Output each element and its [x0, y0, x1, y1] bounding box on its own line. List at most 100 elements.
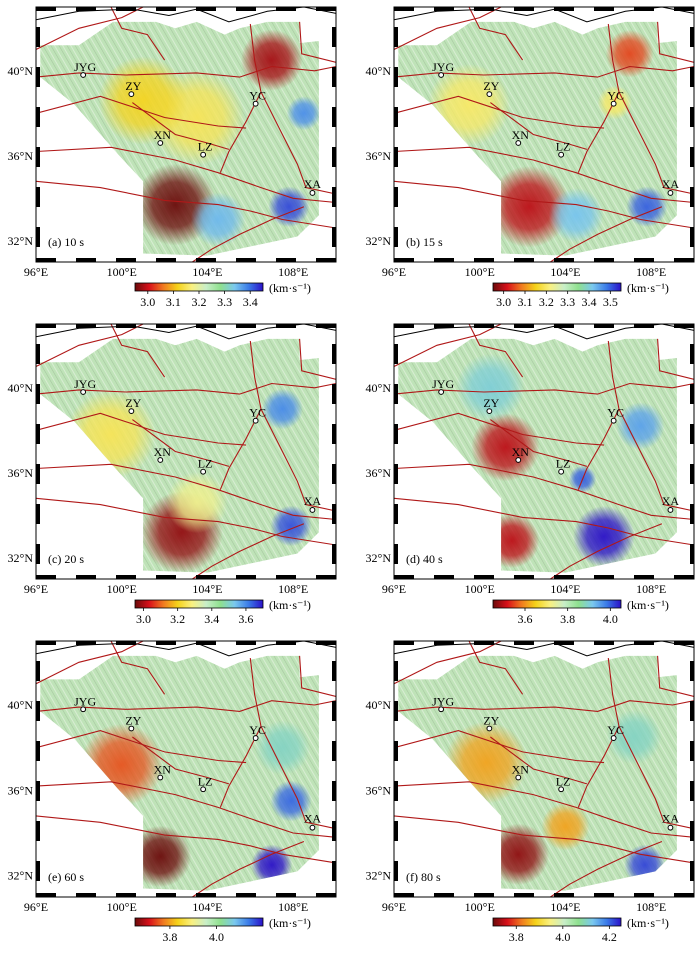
city-marker	[128, 408, 135, 415]
longitude-tick-label: 104°E	[192, 265, 222, 279]
city-marker	[486, 725, 493, 732]
city-marker	[309, 507, 316, 513]
color-scale-bar	[492, 917, 622, 927]
color-scale-unit: (km·s⁻¹)	[627, 916, 669, 930]
latitude-tick-label: 40°N	[366, 698, 392, 712]
city-marker	[515, 457, 522, 463]
city-label: LZ	[556, 140, 571, 154]
fault-line	[618, 408, 694, 512]
city-label: JYG	[74, 694, 96, 708]
longitude-tick-label: 96°E	[382, 265, 406, 279]
city-marker	[438, 706, 445, 713]
map-panel: 96°E 100°E 104°E 108°E 32°N 36°N 40°N JYG ZY XN LZ…	[366, 323, 695, 596]
map-panel: 96°E 100°E 104°E 108°E 32°N 36°N 40°N JYG ZY XN LZ…	[8, 640, 337, 914]
color-scale: 3.0 3.1 3.2 3.3 3.4 3.5 (km·s⁻¹)	[492, 281, 669, 309]
city-label: YC	[607, 723, 624, 737]
city-marker	[128, 725, 135, 732]
city-label: ZY	[125, 79, 141, 93]
color-scale-tick-label: 4.0	[209, 930, 224, 944]
velocity-anomaly	[66, 390, 156, 479]
latitude-tick-label: 40°N	[8, 698, 34, 712]
longitude-tick-label: 108°E	[278, 582, 308, 596]
fault-line	[618, 726, 694, 830]
longitude-tick-label: 108°E	[278, 900, 308, 914]
color-scale-tick-label: 3.4	[243, 295, 258, 309]
fault-line	[36, 815, 336, 864]
longitude-tick-label: 100°E	[107, 582, 137, 596]
color-scale-unit: (km·s⁻¹)	[627, 598, 669, 612]
fault-line	[577, 658, 620, 808]
fault-line	[394, 65, 694, 78]
latitude-tick-label: 36°N	[8, 149, 34, 163]
city-label: JYG	[432, 377, 454, 391]
city-marker	[558, 151, 565, 158]
city-marker	[252, 100, 259, 107]
fault-line	[550, 523, 663, 579]
city-marker	[157, 457, 164, 463]
fault-line	[394, 146, 694, 204]
city-label: XN	[512, 445, 530, 459]
panel-label: (b) 15 s	[406, 235, 443, 249]
color-scale-bar	[492, 599, 622, 609]
city-marker	[200, 151, 207, 158]
fault-line	[657, 655, 694, 698]
longitude-tick-label: 104°E	[550, 900, 580, 914]
city-marker	[252, 735, 259, 741]
city-marker	[80, 706, 87, 713]
longitude-tick-label: 100°E	[107, 900, 137, 914]
city-label: XA	[662, 177, 680, 191]
latitude-tick-label: 32°N	[366, 869, 392, 883]
fault-line	[657, 21, 694, 63]
latitude-tick-label: 40°N	[8, 64, 34, 78]
city-label: XA	[662, 494, 680, 508]
velocity-anomaly	[548, 188, 604, 243]
city-label: XN	[512, 763, 530, 777]
fault-line	[468, 324, 524, 378]
longitude-tick-label: 96°E	[24, 900, 48, 914]
latitude-tick-label: 32°N	[366, 551, 392, 565]
panel-label: (a) 10 s	[48, 235, 84, 249]
fault-line	[550, 840, 663, 897]
fault-line	[36, 730, 247, 764]
fault-line	[394, 641, 502, 685]
map-panel: 96°E 100°E 104°E 108°E 32°N 36°N 40°N JYG ZY XN LZ…	[366, 640, 695, 914]
color-scale: 3.0 3.1 3.2 3.3 3.4 (km·s⁻¹)	[134, 281, 311, 309]
panel-label: (d) 40 s	[406, 552, 443, 566]
latitude-tick-label: 32°N	[366, 234, 392, 248]
fault-line	[657, 338, 694, 380]
fault-line	[192, 206, 305, 262]
fault-line	[36, 781, 336, 838]
panel-label: (c) 20 s	[48, 552, 84, 566]
velocity-anomaly	[165, 471, 228, 534]
latitude-tick-label: 36°N	[366, 149, 392, 163]
velocity-anomaly	[270, 780, 312, 822]
city-label: LZ	[556, 457, 571, 471]
fault-line	[132, 102, 230, 150]
color-scale-tick-label: 3.6	[518, 612, 533, 626]
color-scale: 3.8 4.0 (km·s⁻¹)	[134, 916, 311, 944]
velocity-anomaly	[471, 413, 540, 482]
color-scale-tick-label: 4.0	[603, 612, 618, 626]
fault-line	[36, 497, 336, 546]
map-frame	[393, 640, 695, 898]
city-label: JYG	[74, 60, 96, 74]
color-scale-tick-label: 3.4	[582, 295, 597, 309]
fault-line	[110, 324, 166, 378]
map-panel: 96°E 100°E 104°E 108°E 32°N 36°N 40°N JYG ZY XN LZ…	[8, 6, 337, 279]
longitude-tick-label: 108°E	[636, 265, 666, 279]
city-label: ZY	[125, 713, 141, 727]
color-scale-tick-label: 3.8	[560, 612, 575, 626]
velocity-anomaly	[98, 56, 188, 145]
fault-line	[260, 726, 336, 830]
color-scale-tick-label: 4.0	[555, 930, 570, 944]
map-frame	[35, 6, 337, 263]
velocity-anomaly	[487, 823, 550, 886]
city-marker	[309, 190, 316, 196]
latitude-tick-label: 36°N	[366, 783, 392, 797]
fault-line	[550, 206, 663, 262]
velocity-anomaly	[251, 844, 293, 886]
fault-line	[577, 340, 620, 490]
city-label: YC	[607, 89, 624, 103]
color-scale-tick-label: 3.4	[204, 612, 219, 626]
color-scale: 3.0 3.2 3.4 3.6 (km·s⁻¹)	[134, 598, 311, 626]
